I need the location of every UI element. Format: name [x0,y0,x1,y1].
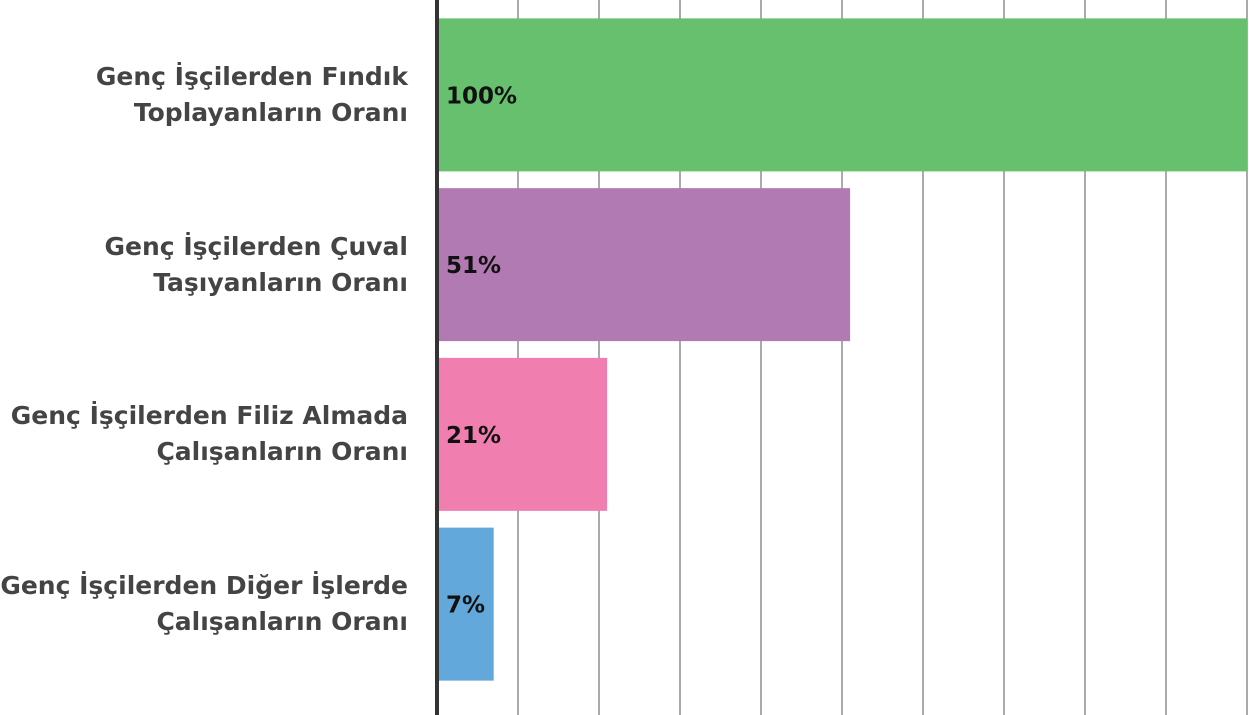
category-label: Genç İşçilerden Fındık Toplayanların Ora… [95,61,408,127]
category-label: Genç İşçilerden Diğer İşlerde Çalışanlar… [0,571,408,637]
category-label: Genç İşçilerden Çuval Taşıyanların Oranı [104,231,408,297]
value-label: 21% [446,423,501,449]
bar [437,527,494,681]
bar [437,188,851,342]
value-label: 51% [446,253,501,279]
category-label: Genç İşçilerden Filiz Almada Çalışanları… [10,401,408,467]
value-label: 7% [446,593,485,619]
value-label: 100% [446,83,517,109]
bar [437,357,608,511]
bar [437,18,1247,172]
